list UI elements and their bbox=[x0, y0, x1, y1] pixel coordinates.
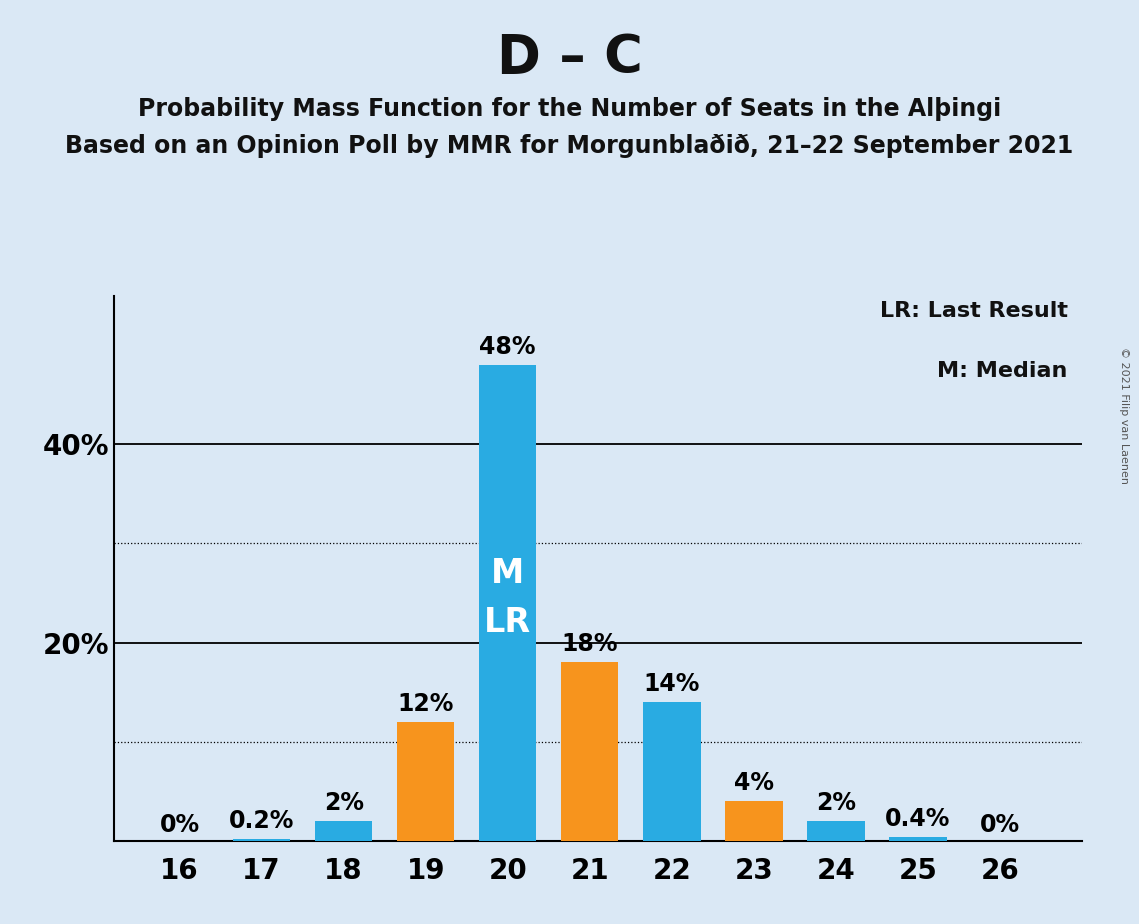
Bar bbox=[890, 837, 947, 841]
Bar bbox=[314, 821, 372, 841]
Text: 0.4%: 0.4% bbox=[885, 807, 951, 831]
Text: 18%: 18% bbox=[562, 632, 618, 656]
Text: © 2021 Filip van Laenen: © 2021 Filip van Laenen bbox=[1120, 347, 1129, 484]
Text: 48%: 48% bbox=[480, 335, 536, 359]
Text: Probability Mass Function for the Number of Seats in the Alþingi: Probability Mass Function for the Number… bbox=[138, 97, 1001, 121]
Text: 12%: 12% bbox=[398, 692, 453, 716]
Bar bbox=[644, 702, 700, 841]
Bar bbox=[726, 801, 782, 841]
Text: M: Median: M: Median bbox=[937, 361, 1067, 381]
Text: 14%: 14% bbox=[644, 672, 700, 696]
Text: 4%: 4% bbox=[734, 772, 773, 796]
Text: 2%: 2% bbox=[323, 791, 363, 815]
Bar bbox=[562, 663, 618, 841]
Text: LR: LR bbox=[484, 606, 531, 639]
Bar bbox=[232, 839, 290, 841]
Bar bbox=[480, 365, 536, 841]
Text: D – C: D – C bbox=[497, 32, 642, 84]
Text: Based on an Opinion Poll by MMR for Morgunblaðið, 21–22 September 2021: Based on an Opinion Poll by MMR for Morg… bbox=[65, 134, 1074, 158]
Text: M: M bbox=[491, 557, 524, 590]
Text: 0.2%: 0.2% bbox=[229, 808, 294, 833]
Bar bbox=[398, 722, 454, 841]
Text: 0%: 0% bbox=[159, 813, 199, 837]
Bar bbox=[808, 821, 865, 841]
Text: LR: Last Result: LR: Last Result bbox=[879, 301, 1067, 322]
Text: 2%: 2% bbox=[816, 791, 855, 815]
Text: 0%: 0% bbox=[980, 813, 1021, 837]
